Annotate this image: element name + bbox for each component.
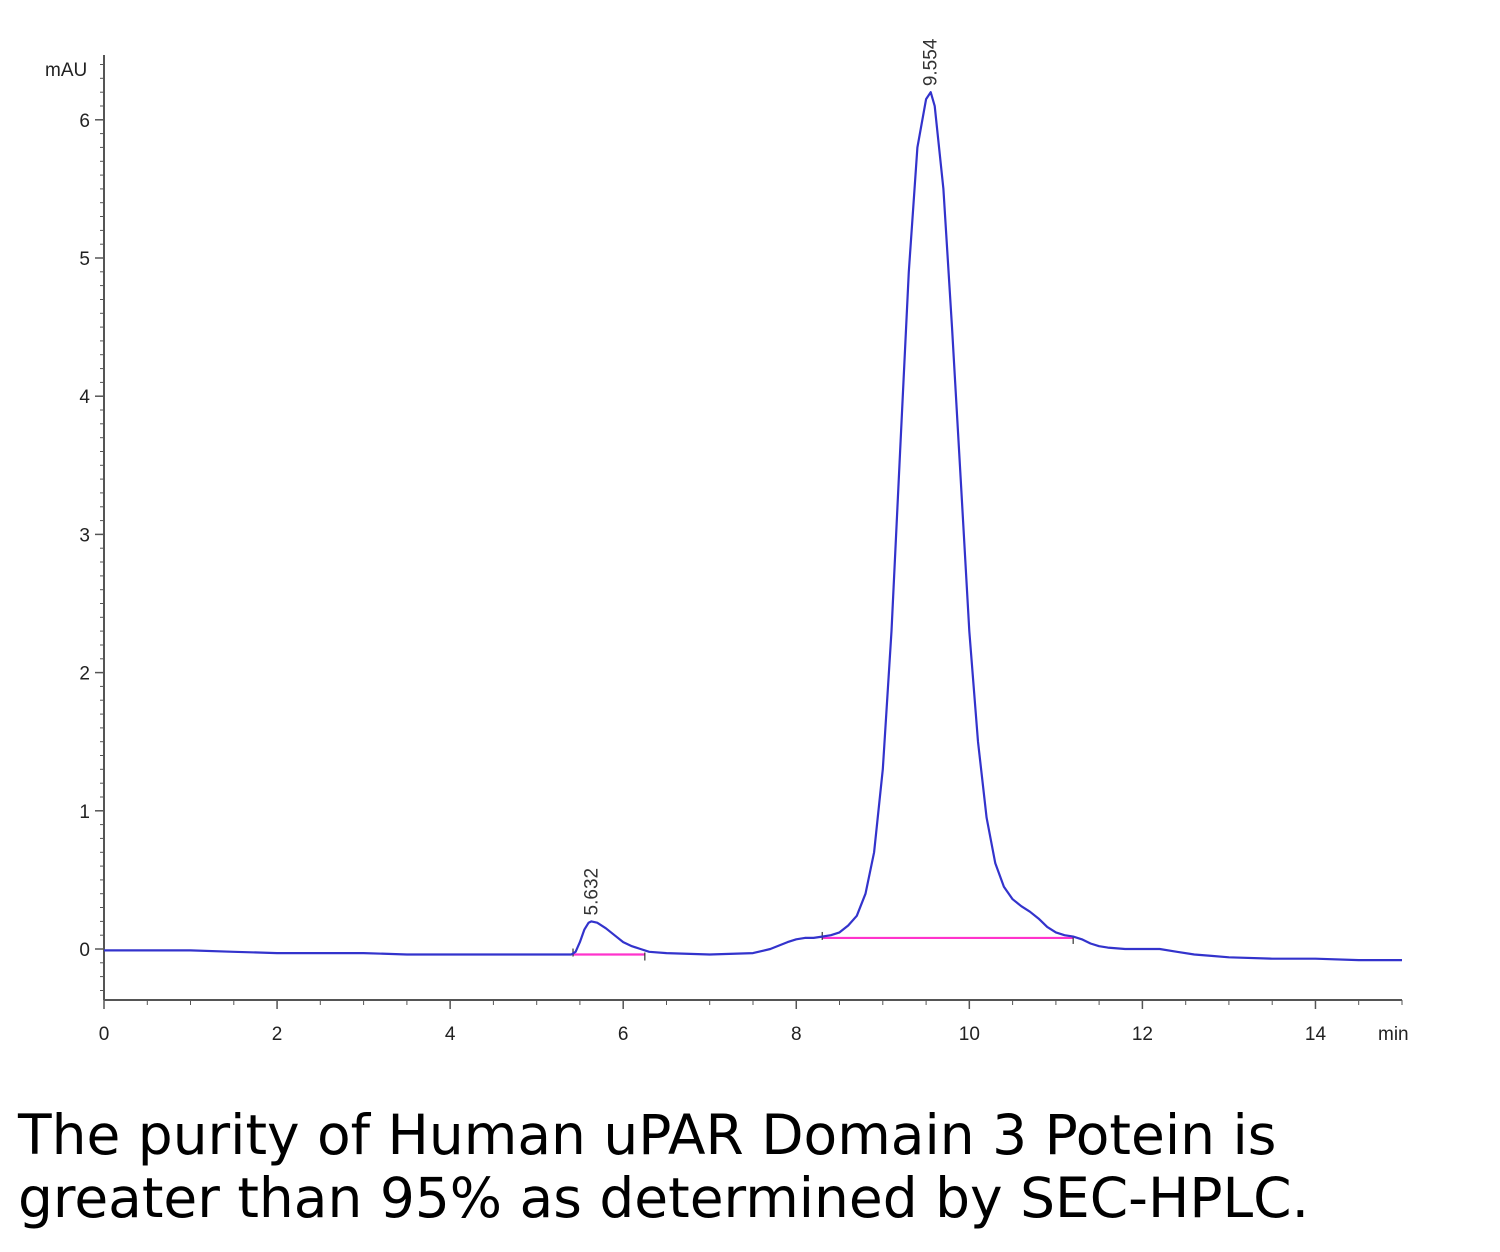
y-unit-label: mAU <box>45 60 87 81</box>
caption-line-2: greater than 95% as determined by SEC-HP… <box>18 1166 1310 1230</box>
caption-line-1: The purity of Human uPAR Domain 3 Potein… <box>18 1103 1277 1167</box>
x-tick-label: 6 <box>618 1024 629 1045</box>
y-tick-label: 6 <box>79 111 90 132</box>
peak-labels: 5.632 9.554 <box>581 38 941 915</box>
x-tick-label: 8 <box>791 1024 802 1045</box>
x-tick-label: 10 <box>959 1024 980 1045</box>
y-tick-label: 5 <box>79 249 90 270</box>
series-line <box>104 91 1402 962</box>
x-tick-label: 12 <box>1132 1024 1153 1045</box>
y-tick-label: 1 <box>79 802 90 823</box>
x-tick-label: 2 <box>272 1024 283 1045</box>
y-tick-label: 0 <box>79 940 90 961</box>
y-tick-label: 3 <box>79 525 90 546</box>
peak-label: 9.554 <box>921 38 942 86</box>
chromatogram-trace <box>104 91 1402 962</box>
figure-caption: The purity of Human uPAR Domain 3 Potein… <box>18 1104 1478 1230</box>
x-tick-label: 4 <box>445 1024 456 1045</box>
x-tick-label: 14 <box>1305 1024 1327 1045</box>
peak-label: 5.632 <box>581 868 602 916</box>
x-tick-label: 0 <box>99 1024 110 1045</box>
y-tick-label: 2 <box>79 664 90 685</box>
y-tick-label: 4 <box>79 387 90 408</box>
x-unit-label: min <box>1378 1024 1409 1045</box>
